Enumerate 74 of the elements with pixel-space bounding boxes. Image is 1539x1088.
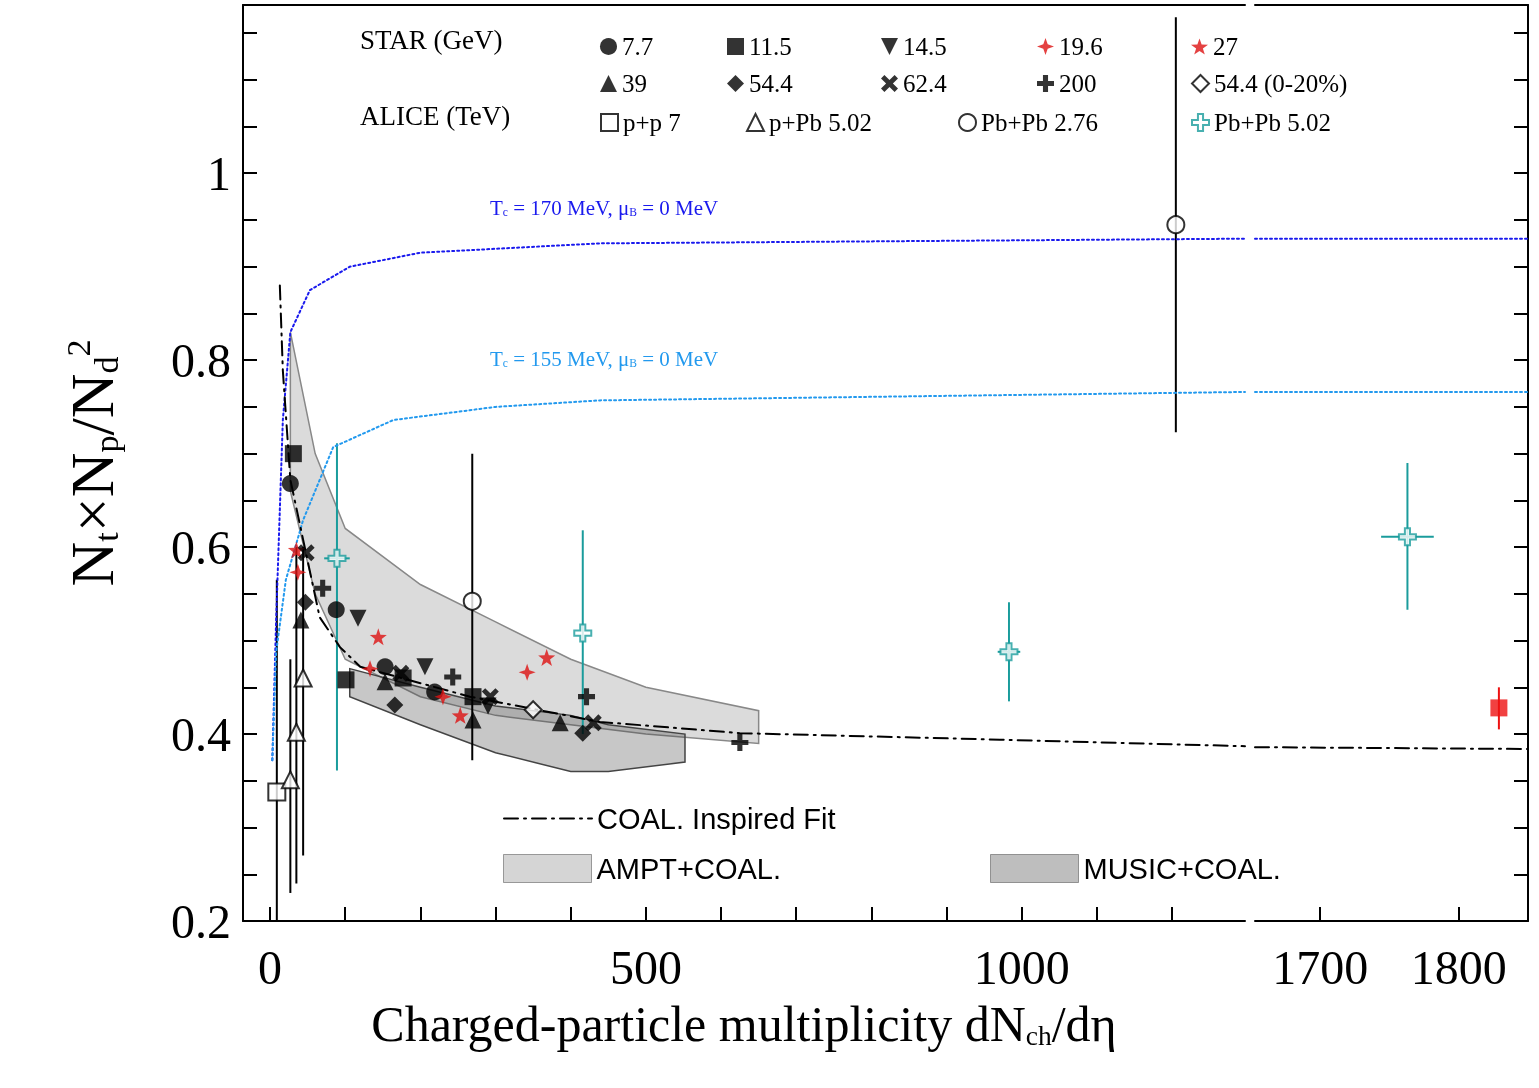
point [289,563,307,581]
y-tick-label: 0.8 [171,333,231,387]
legend-label: 200 [1059,70,1097,97]
point [573,623,593,643]
point [376,658,394,676]
point [731,733,749,751]
annotation: STAR (GeV) [360,25,503,56]
point [518,663,536,681]
legend-label: Pb+Pb 2.76 [981,109,1098,136]
x-tick-label: 1700 [1272,940,1369,994]
legend-label: 54.4 (0-20%) [1214,70,1348,98]
legend-label: 7.7 [622,33,654,60]
point [386,696,404,714]
point [578,688,596,706]
legend-label: 39 [622,70,647,97]
y-axis-title: Nt×Np/Nd2 [58,339,126,587]
x-tick-label: 0 [258,940,283,994]
point [349,609,367,627]
x-tick-label: 1800 [1410,940,1507,994]
x-axis-title: Charged-particle multiplicity dNch/dη [371,996,1117,1052]
y-tick-label: 0.6 [171,520,231,574]
x-tick-label: 1000 [973,940,1070,994]
y-tick-label: 1 [207,146,231,200]
point [551,714,569,732]
legend-label: 14.5 [903,33,947,60]
point [416,658,434,676]
legend-label: AMPT+COAL. [596,852,782,885]
point [284,445,302,463]
point [584,714,602,732]
point [523,700,543,720]
point [481,688,499,706]
point [361,660,379,678]
point [286,722,306,742]
annotation: ALICE (TeV) [360,101,511,132]
point [1166,215,1186,235]
point [444,668,462,686]
point [267,782,287,802]
point [376,673,394,691]
y-tick-label: 0.2 [171,894,231,948]
point [327,601,345,619]
legend-label: MUSIC+COAL. [1083,852,1281,885]
point [462,591,482,611]
point [296,593,314,611]
legend-label: p+Pb 5.02 [769,109,873,136]
point [292,611,310,629]
x-tick-label: 500 [609,940,682,994]
point [297,544,315,562]
point [392,664,410,682]
point [281,475,299,493]
legend-label: 54.4 [749,70,794,97]
point [280,770,300,790]
point [464,711,482,729]
point [337,671,355,689]
point [434,688,452,706]
point [451,706,469,724]
legend-label: COAL. Inspired Fit [597,802,836,835]
point [314,579,332,597]
legend-label: 11.5 [749,33,792,60]
annotation: Tc = 170 MeV, μB = 0 MeV [490,195,719,220]
point [999,642,1019,662]
annotation: Tc = 155 MeV, μB = 0 MeV [490,346,719,371]
point [293,668,313,688]
legend-label: 19.6 [1059,33,1103,60]
point [327,548,347,568]
point [538,648,556,666]
legend-label: Pb+Pb 5.02 [1214,109,1331,136]
point [369,628,387,646]
legend-label: p+p 7 [623,109,681,136]
legend-label: 27 [1213,33,1238,60]
legend-label: 62.4 [903,70,948,97]
point [464,688,482,706]
y-tick-label: 0.4 [171,707,231,761]
line-series [271,390,1246,762]
point [574,724,592,742]
